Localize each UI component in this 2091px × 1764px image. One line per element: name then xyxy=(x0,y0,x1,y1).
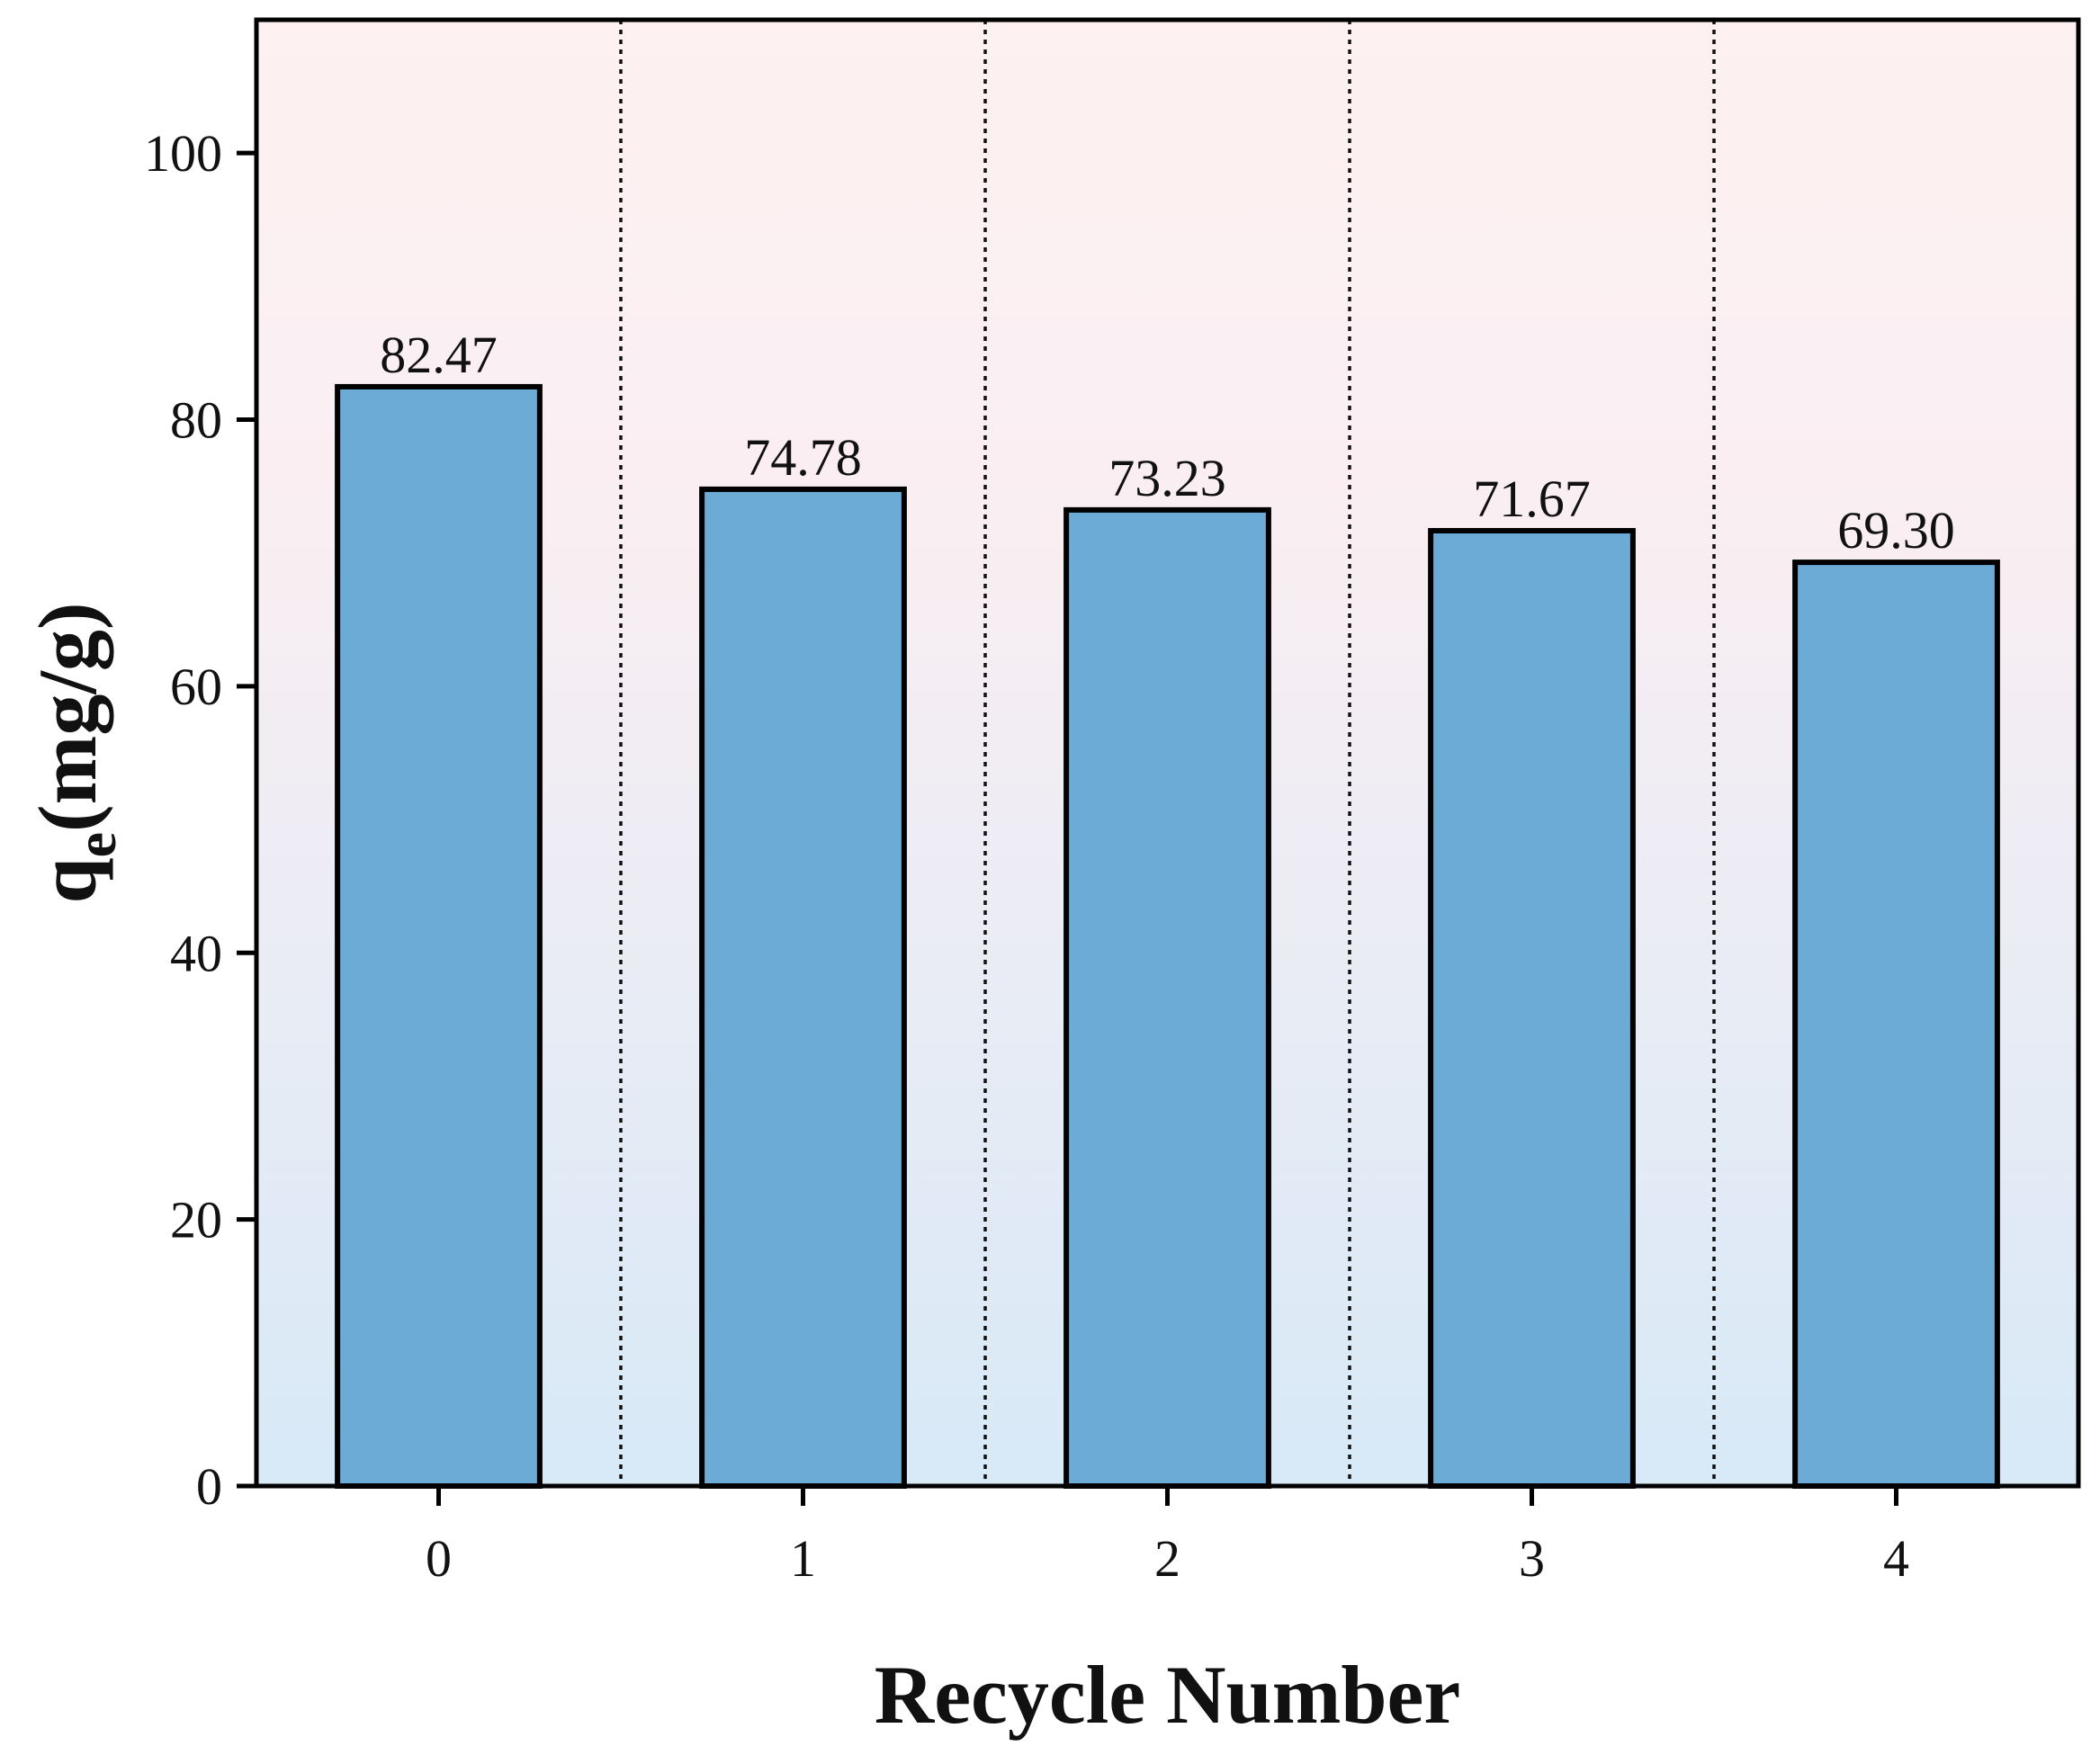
y-tick-label: 100 xyxy=(144,124,222,183)
x-tick-label: 4 xyxy=(1883,1529,1909,1588)
plot-frame xyxy=(254,17,2081,1489)
y-tick-label: 0 xyxy=(196,1457,222,1516)
bar xyxy=(1428,527,1636,1489)
category-separators xyxy=(619,20,1716,1486)
x-axis: 0 1 2 3 4 xyxy=(426,1486,1909,1588)
bar-value-label: 74.78 xyxy=(744,428,862,487)
bar-value-label: 69.30 xyxy=(1837,501,1955,560)
y-axis-title-main: q xyxy=(22,857,113,903)
bar-value-label: 71.67 xyxy=(1473,470,1591,528)
y-tick-label: 60 xyxy=(170,658,222,716)
bar xyxy=(699,486,907,1489)
y-axis-title-subscript: e xyxy=(64,832,128,857)
y-tick-label: 40 xyxy=(170,924,222,982)
bar xyxy=(1792,560,2000,1489)
bar xyxy=(1063,506,1271,1490)
y-tick-label: 20 xyxy=(170,1191,222,1249)
x-tick-label: 2 xyxy=(1154,1529,1180,1588)
y-axis-title: qe(mg/g) xyxy=(22,602,128,903)
y-axis: 0 20 40 60 80 100 xyxy=(144,124,256,1516)
bar-value-label: 73.23 xyxy=(1108,449,1226,507)
x-tick-label: 1 xyxy=(790,1529,816,1588)
bar xyxy=(335,383,543,1489)
x-tick-label: 3 xyxy=(1519,1529,1545,1588)
bars-group xyxy=(335,383,2000,1490)
bar-labels-group: 82.47 74.78 73.23 71.67 69.30 xyxy=(380,326,1955,560)
x-axis-title: Recycle Number xyxy=(875,1649,1460,1741)
y-axis-title-unit: (mg/g) xyxy=(22,602,113,831)
bar-value-label: 82.47 xyxy=(380,326,498,384)
x-tick-label: 0 xyxy=(426,1529,452,1588)
y-tick-label: 80 xyxy=(170,391,222,450)
